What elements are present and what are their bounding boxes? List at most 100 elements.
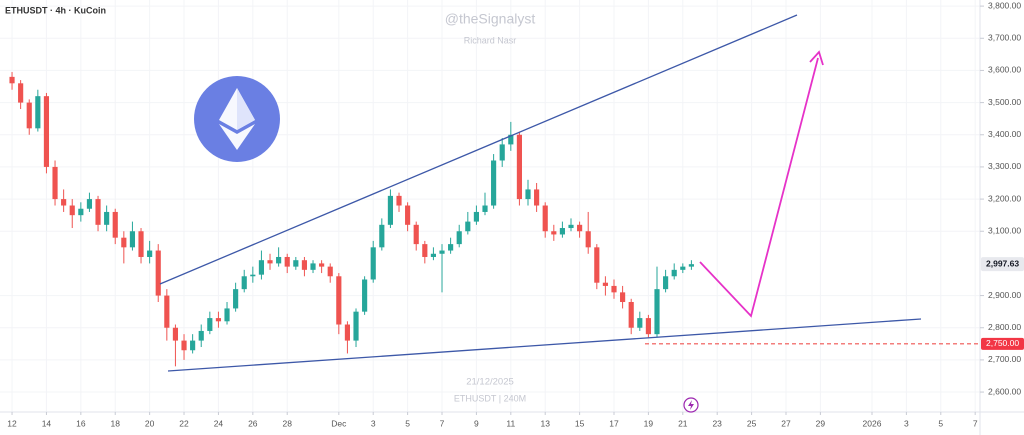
candle-body xyxy=(86,199,93,209)
y-tick-label: 3,800.00 xyxy=(988,0,1021,10)
x-tick-label: 7 xyxy=(973,418,978,428)
candle-body xyxy=(52,166,58,200)
candle-body xyxy=(26,102,32,129)
y-tick-label: 2,900.00 xyxy=(988,290,1021,300)
candle-body xyxy=(405,205,411,225)
candle-body xyxy=(207,318,213,331)
candle-body xyxy=(508,134,514,145)
candle-body xyxy=(147,250,153,257)
candle-body xyxy=(396,195,402,206)
candle-body xyxy=(267,260,273,264)
x-tick-label: 24 xyxy=(214,418,224,428)
y-tick-label: 3,600.00 xyxy=(988,65,1021,75)
candle-body xyxy=(542,205,548,232)
alert-badge xyxy=(981,337,1024,350)
y-tick-label: 3,500.00 xyxy=(988,97,1021,107)
candle-body xyxy=(172,327,179,341)
candle-body xyxy=(499,144,505,161)
candle-body xyxy=(654,289,660,335)
candle-body xyxy=(198,330,204,341)
date-stamp: 21/12/2025 xyxy=(466,377,514,388)
y-tick-label: 2,600.00 xyxy=(988,386,1021,396)
x-tick-label: 7 xyxy=(440,418,445,428)
candle-body xyxy=(456,231,462,245)
x-tick-label: 23 xyxy=(712,418,722,428)
candle-body xyxy=(284,256,290,267)
candle-body xyxy=(310,263,316,270)
candle-body xyxy=(387,195,393,225)
candle-body xyxy=(69,205,75,216)
x-tick-label: 16 xyxy=(76,418,86,428)
candle-body xyxy=(439,250,445,254)
candle-body xyxy=(362,279,368,312)
candle-body xyxy=(121,237,127,248)
candle-body xyxy=(430,253,436,257)
x-tick-label: 2026 xyxy=(863,418,882,428)
candle-body xyxy=(680,266,686,270)
candle-body xyxy=(215,318,222,322)
x-tick-label: 17 xyxy=(609,418,619,428)
candle-body xyxy=(628,302,634,328)
y-tick-label: 3,700.00 xyxy=(988,33,1021,43)
x-tick-label: 15 xyxy=(575,418,585,428)
candle-body xyxy=(78,208,84,216)
candle-body xyxy=(353,311,359,341)
candle-body xyxy=(181,340,187,351)
y-tick-label: 3,400.00 xyxy=(988,129,1021,139)
candle-body xyxy=(525,189,531,200)
candle-body xyxy=(233,289,239,309)
candle-body xyxy=(620,292,626,303)
x-tick-label: 11 xyxy=(506,418,515,428)
chart-title: ETHUSDT · 4h · KuCoin xyxy=(5,5,106,15)
y-tick-label: 2,800.00 xyxy=(988,322,1021,332)
candle-body xyxy=(688,264,694,267)
candle-body xyxy=(551,231,557,235)
x-tick-label: 21 xyxy=(678,418,688,428)
candle-body xyxy=(568,224,574,229)
candle-body xyxy=(516,134,522,200)
ethereum-logo xyxy=(194,76,280,162)
upper-trendline xyxy=(159,14,798,285)
candle-body xyxy=(465,221,471,232)
candle-body xyxy=(155,250,161,296)
x-tick-label: 3 xyxy=(371,418,376,428)
candle-body xyxy=(164,295,170,328)
candle-body xyxy=(129,231,136,248)
candle-body xyxy=(637,318,643,328)
lower-trendline xyxy=(167,318,922,372)
x-tick-label: 25 xyxy=(747,418,757,428)
x-tick-label: 27 xyxy=(781,418,791,428)
candle-body xyxy=(663,276,669,290)
candle-body xyxy=(379,224,385,248)
candle-body xyxy=(491,160,497,206)
candle-body xyxy=(671,269,677,277)
candle-body xyxy=(258,260,265,275)
candle-body xyxy=(95,199,101,225)
candle-body xyxy=(224,308,230,322)
x-tick-label: 14 xyxy=(42,418,52,428)
candle-body xyxy=(241,276,247,290)
x-tick-label: 19 xyxy=(644,418,654,428)
replay-icon[interactable] xyxy=(683,397,699,413)
candle-body xyxy=(645,318,651,335)
symbol-stamp: ETHUSDT | 240M xyxy=(454,393,526,403)
y-tick-label: 3,100.00 xyxy=(988,225,1021,235)
candle-body xyxy=(190,340,196,351)
x-tick-label: 5 xyxy=(405,418,410,428)
y-tick-label: 3,200.00 xyxy=(988,193,1021,203)
candle-body xyxy=(104,211,110,225)
candle-body xyxy=(301,260,308,270)
candle-body xyxy=(319,263,325,267)
last-price-badge xyxy=(981,257,1024,272)
projection-arrowhead xyxy=(809,50,824,66)
y-tick-label: 2,700.00 xyxy=(988,354,1021,364)
watermark-subtitle: Richard Nasr xyxy=(464,35,517,45)
candle-body xyxy=(276,256,282,264)
candle-body xyxy=(344,324,350,341)
candle-body xyxy=(336,276,342,325)
watermark: @theSignalyst xyxy=(445,11,536,27)
candle-body xyxy=(413,224,419,245)
x-tick-label: 26 xyxy=(248,418,258,428)
